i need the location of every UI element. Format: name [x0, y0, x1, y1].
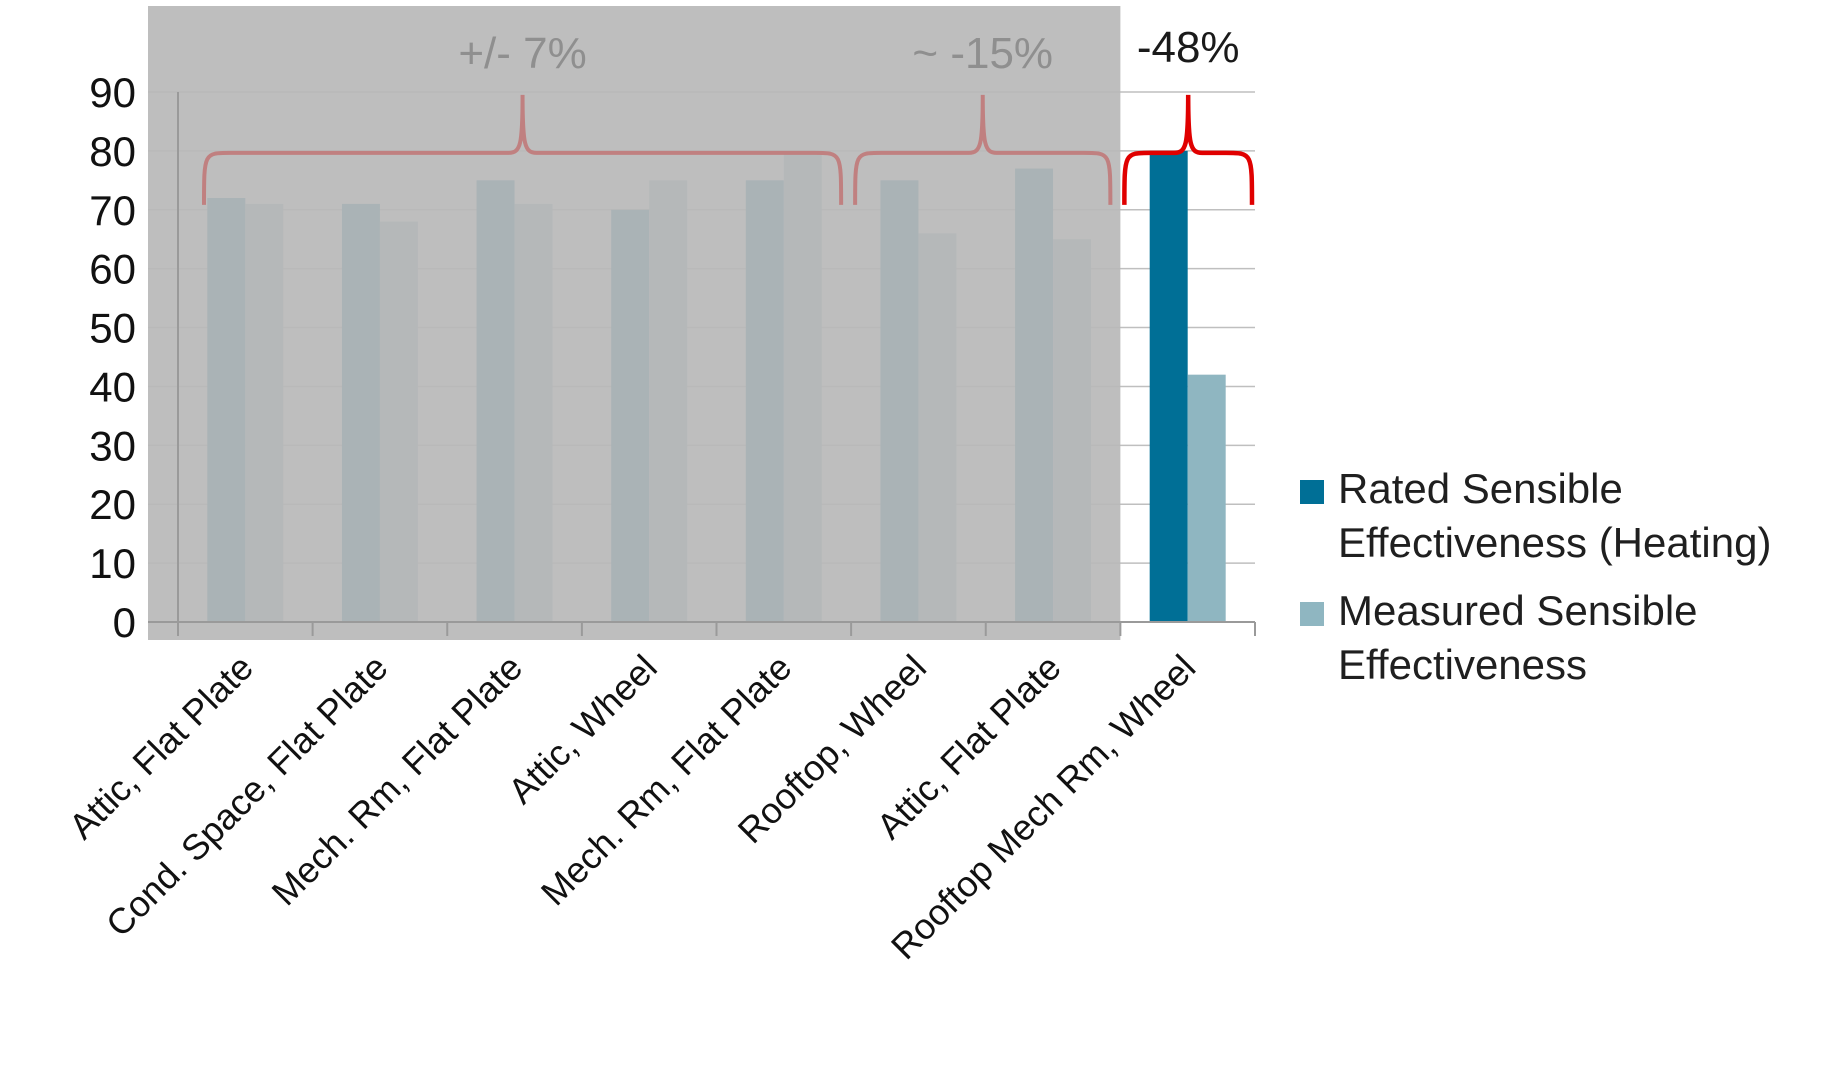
- y-tick-label-80: 80: [89, 128, 136, 175]
- y-tick-label-90: 90: [89, 69, 136, 116]
- y-tick-label-30: 30: [89, 422, 136, 469]
- bar-measured-7: [1187, 374, 1226, 622]
- y-tick-label-60: 60: [89, 246, 136, 293]
- bracket-1: [853, 94, 1113, 205]
- legend-label-measured: Measured Sensible Effectiveness: [1338, 587, 1698, 688]
- y-tick-labels: 0 10 20 30 40 50 60 70 80 90: [89, 69, 136, 646]
- annotations: +/- 7% ~ -15% -48%: [202, 23, 1255, 205]
- bracket-2: [1122, 94, 1255, 205]
- legend-swatch-rated: [1300, 480, 1324, 504]
- y-tick-label-10: 10: [89, 540, 136, 587]
- y-tick-label-0: 0: [113, 599, 136, 646]
- bracket-0: [202, 94, 844, 205]
- y-tick-label-20: 20: [89, 481, 136, 528]
- annotation-label-0: +/- 7%: [458, 29, 586, 78]
- y-tick-label-70: 70: [89, 187, 136, 234]
- axes: [148, 92, 1256, 636]
- legend-swatch-measured: [1300, 602, 1324, 626]
- annotation-label-2: -48%: [1137, 23, 1240, 72]
- legend-item-measured: Measured Sensible Effectiveness: [1300, 584, 1840, 692]
- x-tick-label-4: Mech. Rm, Flat Plate: [533, 647, 800, 914]
- y-tick-label-40: 40: [89, 363, 136, 410]
- legend-item-rated: Rated Sensible Effectiveness (Heating): [1300, 462, 1840, 570]
- annotation-label-1: ~ -15%: [912, 29, 1053, 78]
- x-tick-label-2: Mech. Rm, Flat Plate: [264, 647, 531, 914]
- legend-label-rated: Rated Sensible Effectiveness (Heating): [1338, 465, 1772, 566]
- shaded-highlight: [148, 6, 1121, 640]
- shaded-region: [148, 6, 1121, 640]
- bar-rated-7: [1149, 150, 1188, 622]
- y-tick-label-50: 50: [89, 305, 136, 352]
- legend: Rated Sensible Effectiveness (Heating) M…: [1300, 462, 1840, 706]
